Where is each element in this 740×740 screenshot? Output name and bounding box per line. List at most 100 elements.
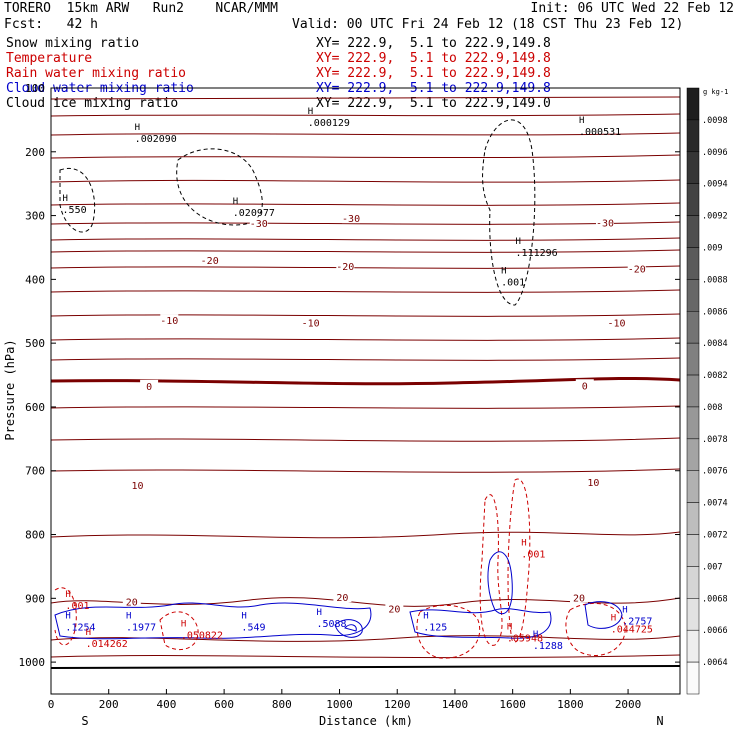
- field-name-snow: Snow mixing ratio: [6, 36, 140, 51]
- colorbar-swatch: [686, 311, 700, 344]
- isotherm-line: [51, 265, 680, 269]
- south-label: S: [81, 714, 88, 728]
- isotherm-line: [51, 289, 680, 293]
- plot-frame: [50, 87, 681, 695]
- colorbar-tick-label: .0088: [702, 275, 728, 285]
- colorbar: .0098 .0096 .0094 .0092 .009 .0088 .0086 .0084.…: [686, 87, 728, 695]
- temperature-label: 20: [126, 598, 138, 609]
- isotherm-line: [51, 531, 680, 539]
- colorbar-swatch: [686, 183, 700, 216]
- rain-contour: [54, 587, 77, 646]
- colorbar-swatch: [686, 598, 700, 631]
- isotherm-line: [51, 313, 680, 317]
- max-marker: H: [241, 612, 246, 622]
- colorbar-tick-label: .008: [702, 403, 722, 413]
- ice-contour: [59, 167, 96, 233]
- max-marker: H: [579, 116, 584, 126]
- init-time: Init: 06 UTC Wed 22 Feb 12: [530, 1, 735, 16]
- x-tick-label: 1600: [499, 698, 526, 711]
- colorbar-swatch: [686, 119, 700, 153]
- isotherm-line: [51, 654, 680, 659]
- plot-title: TORERO 15km ARW Run2 NCAR/MMM: [4, 1, 278, 16]
- field-name-rain: Rain water mixing ratio: [6, 66, 187, 81]
- x-tick-label: 200: [99, 698, 119, 711]
- colorbar-tick-label: .007: [702, 562, 722, 572]
- isotherm-line: [51, 337, 680, 341]
- rain-contour: [507, 478, 531, 643]
- colorbar-swatch: [686, 374, 700, 408]
- temperature-labels: -30 -30 -30 -20 -20 -20 -10 -10 -10 0 0 10 10 20 20 20 2…: [122, 212, 646, 616]
- max-marker: H: [521, 538, 526, 548]
- max-marker: H: [65, 590, 70, 600]
- temperature-label-bg: [160, 314, 179, 326]
- max-value-label: .05948: [507, 634, 543, 645]
- isotherm-line: [51, 132, 680, 136]
- temperature-label-bg: [301, 316, 320, 328]
- y-axis-label: Pressure (hPa): [3, 339, 17, 440]
- max-marker: H: [622, 605, 627, 615]
- max-value-label: .111296: [516, 248, 558, 259]
- temperature-label: -10: [160, 316, 178, 327]
- max-value-label: .1254: [65, 623, 95, 634]
- max-marker: H: [501, 267, 506, 277]
- isotherm-line: [51, 237, 680, 241]
- isotherm-line: [51, 179, 680, 183]
- colorbar-tick-label: .0096: [702, 148, 728, 158]
- temperature-label: 20: [388, 605, 400, 616]
- colorbar-tick-label: .0098: [702, 116, 728, 126]
- temperature-label: 0: [146, 382, 152, 393]
- field-xy-cloud-ice: XY= 222.9, 5.1 to 222.9,149.0: [316, 96, 551, 111]
- colorbar-tick-label: .0076: [702, 467, 728, 477]
- x-tick-label: 800: [272, 698, 292, 711]
- colorbar-tick-label: .0084: [702, 339, 728, 349]
- temperature-label-bg: [342, 212, 361, 224]
- max-marker: H: [308, 107, 313, 117]
- isotherm-line: [51, 221, 680, 225]
- y-tick-label: 500: [25, 337, 45, 350]
- temperature-label-bg: [627, 262, 646, 274]
- colorbar-tick-label: .0082: [702, 371, 728, 381]
- max-value-label: .2757: [622, 616, 652, 627]
- x-tick-label: 1800: [557, 698, 584, 711]
- colorbar-swatch: [686, 534, 700, 567]
- cloud-water-contour: [487, 551, 513, 615]
- max-marker: H: [63, 194, 68, 204]
- colorbar-tick-label: .0086: [702, 307, 728, 317]
- max-value-label: .1288: [533, 641, 563, 652]
- colorbar-tick-label: .009: [702, 243, 722, 253]
- colorbar-tick-label: .0078: [702, 435, 728, 445]
- colorbar-swatch: [686, 470, 700, 503]
- isotherm-line: [51, 96, 680, 100]
- temperature-label-bg: [122, 595, 141, 607]
- max-value-label: .014262: [86, 639, 128, 650]
- colorbar-tick-label: .0068: [702, 594, 728, 604]
- colorbar-swatch: [686, 406, 700, 440]
- x-tick-label: 1200: [384, 698, 411, 711]
- y-tick-label: 900: [25, 592, 45, 605]
- max-value-label: .001: [501, 278, 525, 289]
- x-tick-label: 1000: [326, 698, 353, 711]
- y-tick-label: 700: [25, 465, 45, 478]
- max-value-label: .000129: [308, 118, 350, 129]
- temperature-label-bg: [607, 316, 626, 328]
- isotherm-line: [51, 154, 680, 159]
- max-value-label: .050822: [181, 630, 223, 641]
- rain-contour: [479, 494, 503, 646]
- max-value-label: .125: [423, 623, 447, 634]
- field-xy-rain: XY= 222.9, 5.1 to 222.9,149.8: [316, 66, 551, 81]
- colorbar-units: g kg-1: [703, 88, 728, 96]
- max-marker: H: [507, 623, 512, 633]
- max-marker: H: [65, 612, 70, 622]
- max-marker: H: [181, 619, 186, 629]
- isotherm-line: [51, 249, 680, 253]
- colorbar-tick-label: .0092: [702, 212, 728, 222]
- north-label: N: [656, 714, 663, 728]
- isotherm-line: [51, 405, 680, 409]
- colorbar-tick-label: .0074: [702, 499, 728, 509]
- cloud-water-contour: [334, 619, 363, 638]
- y-tick-label: 100: [25, 82, 45, 95]
- max-marker: H: [316, 608, 321, 618]
- temperature-label-bg: [570, 591, 589, 603]
- temperature-label-bg: [595, 216, 614, 228]
